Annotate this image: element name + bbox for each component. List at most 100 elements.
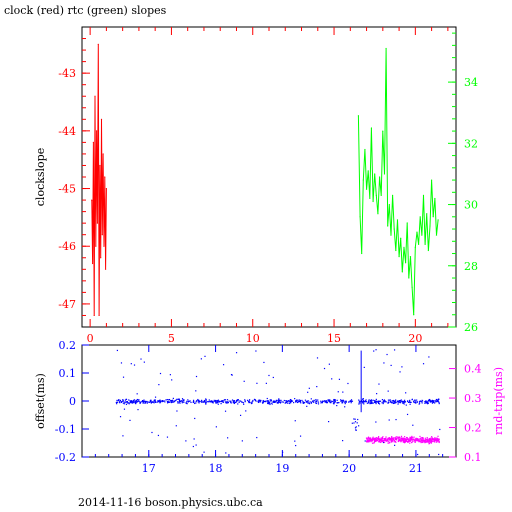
rnd-trip-point [412,439,414,441]
offset-point [275,400,277,403]
rnd-trip-point [434,441,436,443]
offset-point [434,402,436,404]
offset-point [429,400,431,402]
offset-point [367,400,370,402]
offset-point [144,400,147,402]
offset-point [225,402,227,404]
rnd-trip-point [371,438,373,440]
offset-y-tick-label-left: 0.1 [59,367,77,380]
offset-point [358,399,360,401]
rnd-trip-point [395,441,397,443]
offset-point [210,401,212,403]
offset-point [294,401,297,403]
rnd-trip-point [437,435,439,437]
rnd-trip-point [431,440,433,442]
rnd-trip-point [431,436,433,438]
rnd-trip-y-tick-label-right: 0.1 [464,451,482,464]
offset-point [233,402,236,405]
rtc-point [409,255,412,258]
rnd-trip-point [418,439,420,441]
offset-point [219,400,221,403]
rnd-trip-point [411,435,413,438]
offset-point [154,399,157,401]
rnd-trip-point [409,439,411,441]
offset-point [308,387,310,389]
offset-point [279,401,281,403]
offset-point [404,400,406,403]
offset-point [241,401,243,403]
offset-x-tick-label: 17 [142,462,156,475]
offset-point [136,398,139,401]
clock-point [105,187,107,190]
offset-point [418,401,421,403]
clock-point [92,141,94,143]
offset-point [205,398,207,400]
offset-point [362,402,364,404]
rnd-trip-point [404,438,406,440]
offset-point [333,402,335,404]
offset-point [225,401,227,404]
rnd-trip-point [369,439,371,442]
rnd-trip-point [377,438,379,440]
offset-point [231,399,234,401]
offset-point [201,400,203,402]
rtc-point [374,173,376,175]
offset-point [123,401,125,403]
rnd-trip-point [413,436,415,438]
rnd-trip-point [390,438,393,441]
offset-point [375,401,377,403]
offset-point [204,400,206,402]
offset-point [187,399,189,401]
rtc-point [390,234,392,236]
offset-point [378,383,380,385]
slopes-panel: 0 5 10 15 20 -43 -44 -45 -46 -47 34 32 30 28 26 clocks… [34,26,478,345]
rnd-trip-point [427,439,429,441]
offset-point [402,402,404,404]
offset-point [374,400,376,403]
offset-point [201,399,203,401]
rtc-point [364,148,366,151]
rtc-point [391,194,394,196]
offset-point [290,399,292,401]
offset-point [409,401,411,404]
offset-point [170,401,172,403]
offset-point [173,401,175,403]
rnd-trip-point [373,439,375,441]
clock-point [101,234,103,236]
offset-point [183,401,185,403]
offset-point [247,400,250,402]
offset-point [350,399,353,401]
rtc-point [401,271,403,273]
offset-point [235,400,237,402]
slopes-y-tick-label-right: 32 [464,137,478,150]
rnd-trip-point [424,441,426,443]
offset-point [338,378,341,380]
offset-point [368,399,370,401]
offset-point [227,437,229,439]
rtc-point [365,188,368,190]
rnd-trip-point [402,441,404,443]
offset-point [265,400,267,402]
offset-point [277,399,279,402]
rnd-trip-point [433,439,435,441]
offset-point [413,401,415,403]
rnd-trip-point [381,440,383,442]
slopes-x-tick-label: 15 [327,332,341,345]
offset-point [233,400,235,402]
rnd-trip-point [378,440,380,442]
offset-point [261,401,264,403]
offset-point [203,401,206,403]
offset-point [135,403,137,405]
offset-point [198,399,200,402]
rnd-trip-point [397,437,400,439]
rnd-trip-point [385,436,387,438]
offset-point [426,401,428,403]
rnd-trip-point [410,436,413,439]
offset-point [143,401,145,403]
rnd-trip-point [366,441,368,443]
rnd-trip-point [422,437,424,439]
offset-point [294,398,296,400]
offset-point [170,401,173,404]
offset-point [432,400,434,403]
